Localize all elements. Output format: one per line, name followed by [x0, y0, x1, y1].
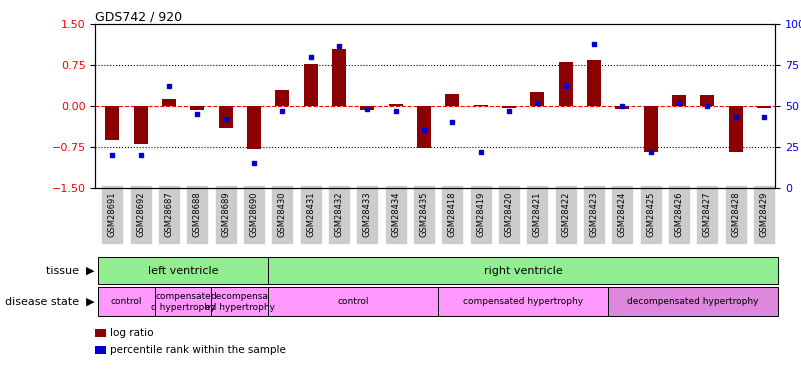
Bar	[99, 257, 268, 284]
Bar	[672, 95, 686, 106]
Bar	[219, 106, 233, 128]
Bar	[644, 106, 658, 152]
Text: log ratio: log ratio	[111, 328, 154, 338]
Text: control: control	[111, 297, 143, 306]
Bar	[473, 105, 488, 106]
Bar	[332, 49, 346, 106]
Text: tissue  ▶: tissue ▶	[46, 266, 95, 276]
Text: percentile rank within the sample: percentile rank within the sample	[111, 345, 286, 355]
Bar	[268, 257, 779, 284]
Bar	[99, 288, 155, 316]
Bar	[445, 94, 460, 106]
Bar	[608, 288, 779, 316]
Bar	[502, 106, 516, 108]
Text: decompensated hypertrophy: decompensated hypertrophy	[627, 297, 759, 306]
Bar	[162, 99, 176, 106]
Bar	[700, 95, 714, 106]
Bar	[105, 106, 119, 140]
Bar	[558, 62, 573, 106]
Bar	[360, 106, 374, 110]
Bar	[134, 106, 147, 144]
Bar	[268, 288, 438, 316]
Bar	[211, 288, 268, 316]
Text: decompensa
ed hypertrophy: decompensa ed hypertrophy	[205, 292, 275, 312]
Bar	[155, 288, 211, 316]
Bar	[95, 346, 107, 354]
Bar	[438, 288, 608, 316]
Text: right ventricle: right ventricle	[484, 266, 562, 276]
Text: disease state  ▶: disease state ▶	[5, 297, 95, 307]
Bar	[757, 106, 771, 108]
Text: GDS742 / 920: GDS742 / 920	[95, 10, 183, 23]
Bar	[388, 104, 403, 106]
Text: compensate
d hypertrophy: compensate d hypertrophy	[151, 292, 215, 312]
Bar	[95, 329, 107, 337]
Bar	[191, 106, 204, 110]
Text: left ventricle: left ventricle	[148, 266, 219, 276]
Bar	[587, 60, 601, 106]
Bar	[729, 106, 743, 152]
Bar	[276, 90, 289, 106]
Bar	[304, 63, 318, 106]
Bar	[417, 106, 431, 148]
Bar	[615, 106, 630, 109]
Text: control: control	[337, 297, 369, 306]
Bar	[530, 92, 545, 106]
Text: compensated hypertrophy: compensated hypertrophy	[463, 297, 583, 306]
Bar	[247, 106, 261, 149]
